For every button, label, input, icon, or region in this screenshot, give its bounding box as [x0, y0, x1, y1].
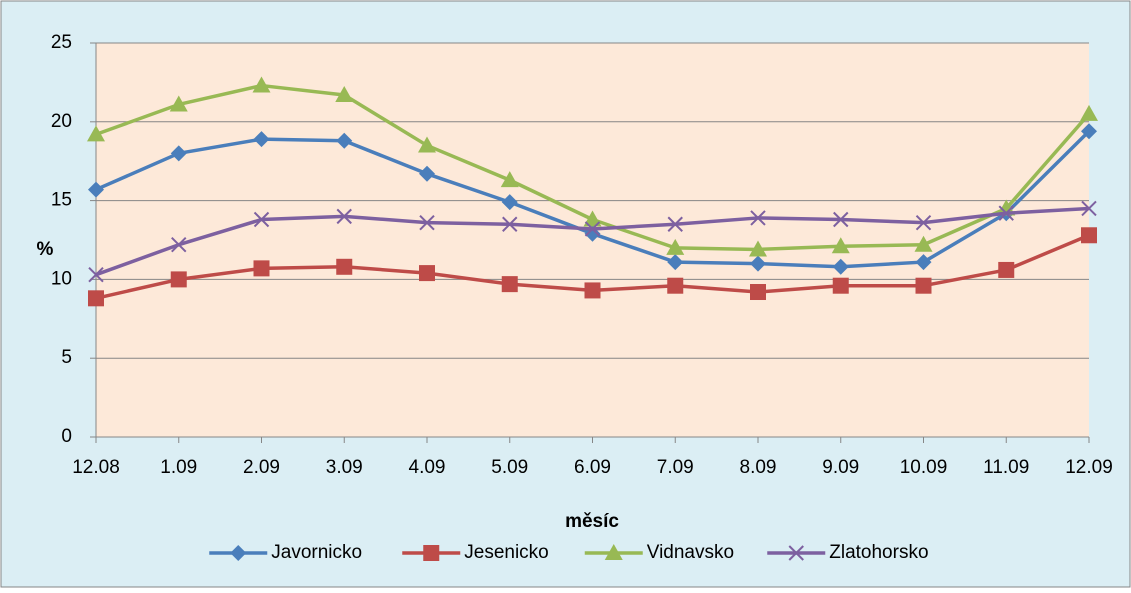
marker [1081, 200, 1097, 217]
marker [501, 276, 518, 293]
marker [171, 237, 187, 253]
marker [170, 145, 187, 162]
marker [915, 214, 932, 231]
marker [336, 132, 353, 149]
marker [750, 255, 766, 272]
marker [750, 210, 766, 226]
legend-item: Javornicko [209, 542, 362, 563]
y-tick-label: 5 [61, 347, 72, 368]
marker [667, 277, 684, 294]
marker [500, 171, 519, 188]
x-tick-label: 4.09 [409, 457, 446, 478]
marker [667, 254, 684, 271]
marker [336, 258, 353, 275]
marker [418, 136, 436, 153]
marker [252, 76, 271, 93]
marker [914, 235, 933, 252]
marker [667, 216, 683, 232]
marker [335, 86, 354, 103]
legend-marker [788, 545, 804, 561]
legend-label: Javornicko [271, 542, 362, 563]
marker [419, 265, 435, 282]
legend-label: Zlatohorsko [829, 542, 928, 563]
marker [915, 254, 932, 271]
marker [88, 181, 104, 198]
marker [1081, 123, 1097, 140]
marker [915, 277, 932, 294]
y-tick-label: 15 [51, 190, 72, 211]
legend-label: Jesenicko [464, 542, 549, 563]
marker [88, 290, 104, 307]
marker [831, 237, 850, 254]
x-tick-label: 10.09 [900, 457, 948, 478]
legend-item: Jesenicko [402, 542, 549, 563]
x-tick-label: 12.09 [1065, 457, 1113, 478]
legend-item: Vidnavsko [584, 542, 734, 563]
y-tick-label: 20 [51, 111, 72, 132]
legend-item: Zlatohorsko [767, 542, 929, 563]
y-tick-label: 25 [51, 32, 72, 53]
marker [584, 221, 601, 237]
y-tick-label: 10 [51, 268, 72, 289]
marker [170, 271, 187, 288]
marker [502, 216, 518, 232]
marker [169, 95, 188, 112]
x-tick-label: 1.09 [160, 457, 197, 478]
y-tick-label: 0 [61, 426, 72, 447]
marker [998, 205, 1014, 221]
marker [583, 210, 602, 227]
marker [501, 194, 518, 211]
legend-marker [604, 544, 623, 560]
marker [584, 282, 601, 299]
x-tick-label: 2.09 [243, 457, 280, 478]
marker [998, 261, 1015, 278]
legend-label: Vidnavsko [647, 542, 734, 563]
marker [832, 258, 849, 275]
legend-marker [423, 545, 440, 561]
legend-marker [230, 545, 247, 561]
marker [336, 208, 352, 225]
marker [253, 211, 270, 228]
x-tick-label: 7.09 [657, 457, 694, 478]
marker [749, 240, 767, 257]
marker [88, 266, 104, 283]
marker [833, 211, 849, 228]
x-tick-label: 8.09 [740, 457, 777, 478]
marker [666, 238, 685, 255]
marker [419, 165, 435, 182]
marker [1081, 227, 1097, 244]
y-axis-label: % [37, 239, 54, 260]
x-tick-label: 6.09 [574, 457, 611, 478]
x-tick-label: 12.08 [72, 457, 120, 478]
x-tick-label: 3.09 [326, 457, 363, 478]
x-tick-label: 5.09 [491, 457, 528, 478]
x-axis-label: měsíc [565, 511, 619, 532]
marker [419, 214, 435, 231]
marker [832, 277, 849, 294]
marker [87, 125, 105, 142]
x-tick-label: 11.09 [983, 457, 1029, 478]
x-tick-label: 9.09 [822, 457, 859, 478]
marker [253, 260, 270, 277]
marker [253, 131, 270, 148]
marker [1080, 104, 1098, 121]
marker [750, 284, 766, 301]
